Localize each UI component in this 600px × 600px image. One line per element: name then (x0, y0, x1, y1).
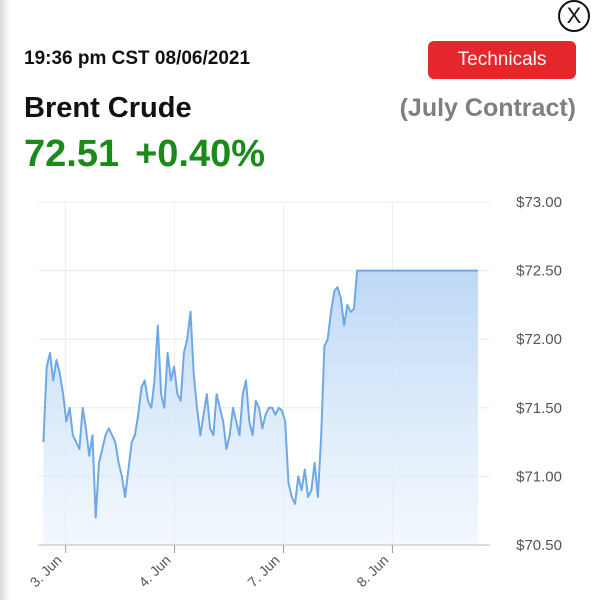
price-value: 72.51 (24, 133, 120, 175)
y-tick-label: $70.50 (516, 537, 562, 554)
price-series-line[interactable] (42, 269, 478, 519)
x-tick-label: 8. Jun (353, 552, 391, 590)
quote-timestamp: 19:36 pm CST 08/06/2021 (24, 48, 251, 69)
technicals-button[interactable]: Technicals (428, 41, 576, 79)
y-tick-label: $73.00 (516, 194, 562, 211)
price-chart[interactable]: $73.00 $72.50 $72.00 $71.50 $71.00 $70.50 3. J… (0, 180, 600, 600)
x-tick-label: 4. Jun (135, 552, 173, 590)
contract-label: (July Contract) (399, 94, 576, 122)
instrument-name: Brent Crude (24, 92, 192, 124)
price-row: 72.51 +0.40% (24, 133, 265, 176)
y-tick-label: $72.00 (516, 331, 562, 348)
close-button[interactable]: X (558, 0, 590, 32)
y-tick-label: $72.50 (516, 263, 562, 280)
price-chart-svg[interactable]: $73.00 $72.50 $72.00 $71.50 $71.00 $70.50 3. J… (0, 180, 600, 600)
close-icon: X (566, 3, 582, 28)
x-tick-label: 7. Jun (244, 552, 282, 590)
price-area-fill (43, 270, 479, 545)
y-tick-label: $71.50 (516, 400, 562, 417)
price-change: +0.40% (135, 133, 266, 175)
x-tick-label: 3. Jun (27, 552, 65, 590)
y-tick-label: $71.00 (516, 468, 562, 485)
edge-shadow (0, 0, 10, 600)
